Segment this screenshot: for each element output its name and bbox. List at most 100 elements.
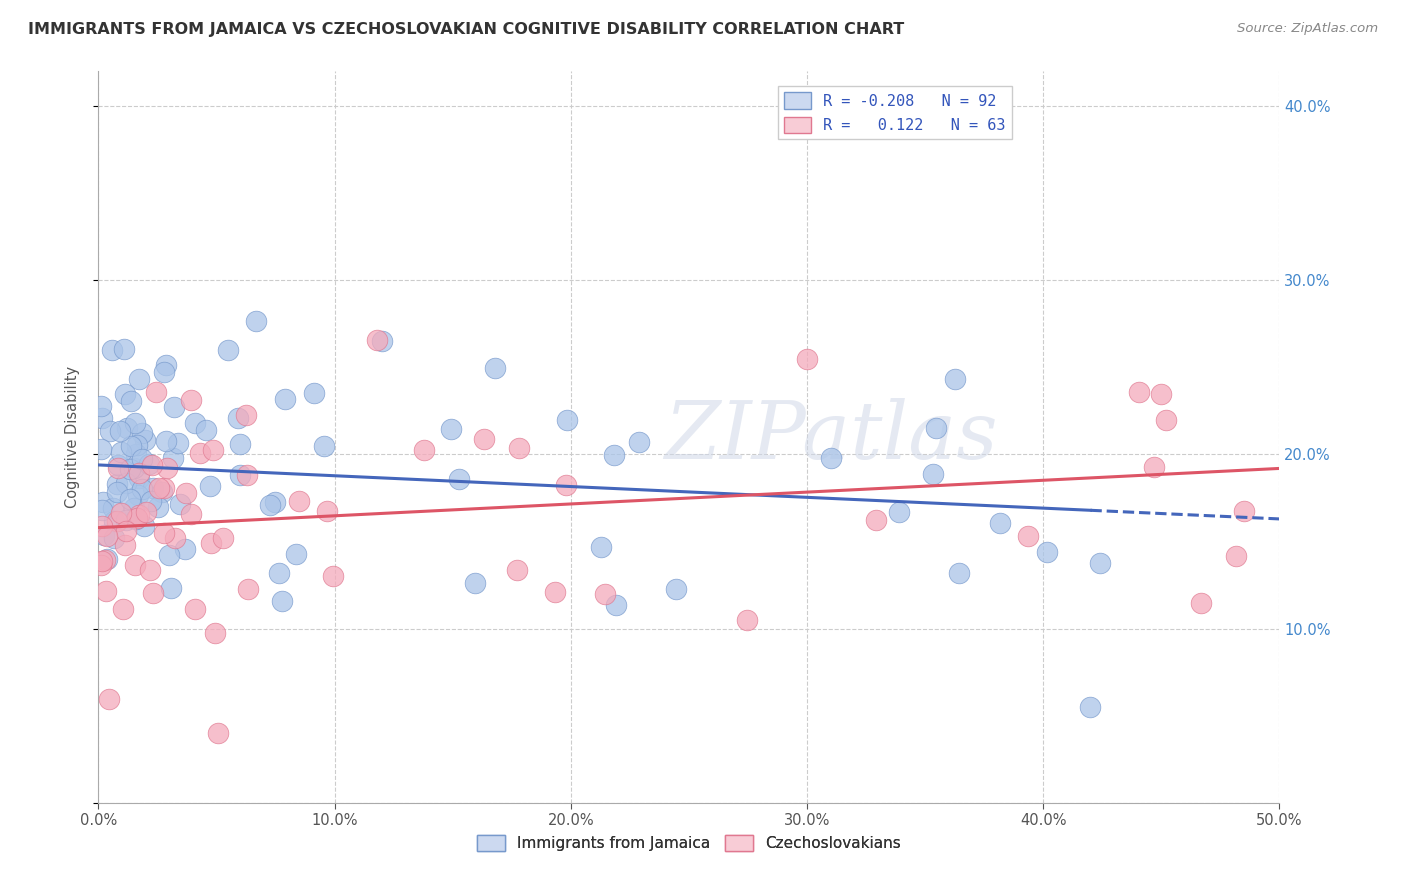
Point bbox=[160, 581, 183, 595]
Point bbox=[796, 351, 818, 366]
Point bbox=[1150, 386, 1173, 401]
Point bbox=[97, 691, 120, 706]
Point bbox=[91, 518, 114, 533]
Point bbox=[316, 504, 339, 518]
Point bbox=[602, 448, 624, 462]
Point bbox=[103, 514, 125, 528]
Point bbox=[141, 458, 163, 473]
Point bbox=[245, 314, 267, 328]
Point bbox=[1233, 504, 1256, 518]
Point bbox=[198, 479, 221, 493]
Point bbox=[229, 436, 252, 450]
Point bbox=[593, 586, 616, 600]
Legend: Immigrants from Jamaica, Czechoslovakians: Immigrants from Jamaica, Czechoslovakian… bbox=[471, 829, 907, 857]
Point bbox=[202, 443, 225, 458]
Point bbox=[138, 457, 160, 471]
Point bbox=[114, 513, 136, 527]
Point bbox=[94, 553, 117, 567]
Point bbox=[1189, 595, 1212, 609]
Point bbox=[110, 424, 132, 438]
Point bbox=[115, 476, 138, 491]
Point bbox=[124, 447, 146, 461]
Point bbox=[131, 425, 153, 440]
Point bbox=[988, 516, 1011, 530]
Point bbox=[194, 424, 217, 438]
Point bbox=[90, 558, 112, 573]
Point bbox=[124, 416, 146, 430]
Point bbox=[91, 495, 114, 509]
Point bbox=[93, 527, 115, 541]
Point bbox=[188, 446, 211, 460]
Point bbox=[110, 445, 132, 459]
Point bbox=[122, 461, 145, 475]
Point bbox=[180, 508, 202, 522]
Point bbox=[114, 387, 136, 401]
Point bbox=[112, 342, 135, 356]
Point bbox=[1142, 460, 1164, 475]
Point bbox=[1088, 556, 1111, 570]
Point bbox=[114, 524, 136, 538]
Point bbox=[914, 108, 936, 122]
Point bbox=[259, 498, 281, 512]
Point bbox=[889, 506, 911, 520]
Point bbox=[211, 531, 233, 545]
Point bbox=[271, 593, 294, 607]
Point bbox=[925, 420, 948, 434]
Point bbox=[217, 343, 239, 357]
Point bbox=[120, 393, 142, 408]
Point bbox=[412, 443, 434, 458]
Point bbox=[139, 563, 162, 577]
Point bbox=[156, 460, 179, 475]
Point bbox=[555, 478, 578, 492]
Point bbox=[91, 553, 114, 567]
Point bbox=[110, 506, 132, 520]
Point bbox=[1080, 700, 1102, 714]
Point bbox=[131, 482, 153, 496]
Point bbox=[226, 410, 249, 425]
Point bbox=[163, 531, 186, 545]
Point bbox=[1225, 549, 1247, 563]
Point bbox=[440, 422, 463, 436]
Point bbox=[180, 392, 202, 407]
Point bbox=[183, 416, 205, 430]
Point bbox=[207, 726, 229, 740]
Point bbox=[111, 602, 134, 616]
Point bbox=[153, 481, 176, 495]
Point bbox=[94, 584, 117, 599]
Point bbox=[322, 568, 344, 582]
Point bbox=[948, 566, 970, 581]
Point bbox=[91, 411, 114, 425]
Point bbox=[366, 333, 388, 347]
Point bbox=[98, 424, 121, 438]
Point bbox=[267, 566, 290, 580]
Point bbox=[302, 386, 325, 401]
Point bbox=[371, 334, 394, 349]
Point bbox=[107, 461, 129, 475]
Point bbox=[1128, 385, 1150, 400]
Point bbox=[820, 450, 842, 465]
Point bbox=[236, 468, 259, 483]
Point bbox=[287, 494, 309, 508]
Point bbox=[155, 358, 177, 372]
Point bbox=[101, 343, 124, 357]
Point bbox=[125, 512, 148, 526]
Point bbox=[506, 562, 529, 576]
Point bbox=[96, 528, 118, 542]
Point bbox=[107, 458, 129, 472]
Point bbox=[589, 541, 612, 555]
Point bbox=[508, 441, 530, 455]
Point bbox=[90, 399, 112, 413]
Point bbox=[174, 485, 197, 500]
Point bbox=[162, 450, 184, 465]
Point bbox=[200, 536, 222, 550]
Point bbox=[128, 508, 150, 523]
Y-axis label: Cognitive Disability: Cognitive Disability bbox=[65, 366, 80, 508]
Point bbox=[464, 576, 486, 591]
Point bbox=[124, 558, 146, 573]
Point bbox=[134, 434, 156, 448]
Point bbox=[605, 599, 627, 613]
Point bbox=[114, 538, 136, 552]
Point bbox=[235, 408, 257, 422]
Point bbox=[865, 513, 887, 527]
Point bbox=[921, 467, 943, 481]
